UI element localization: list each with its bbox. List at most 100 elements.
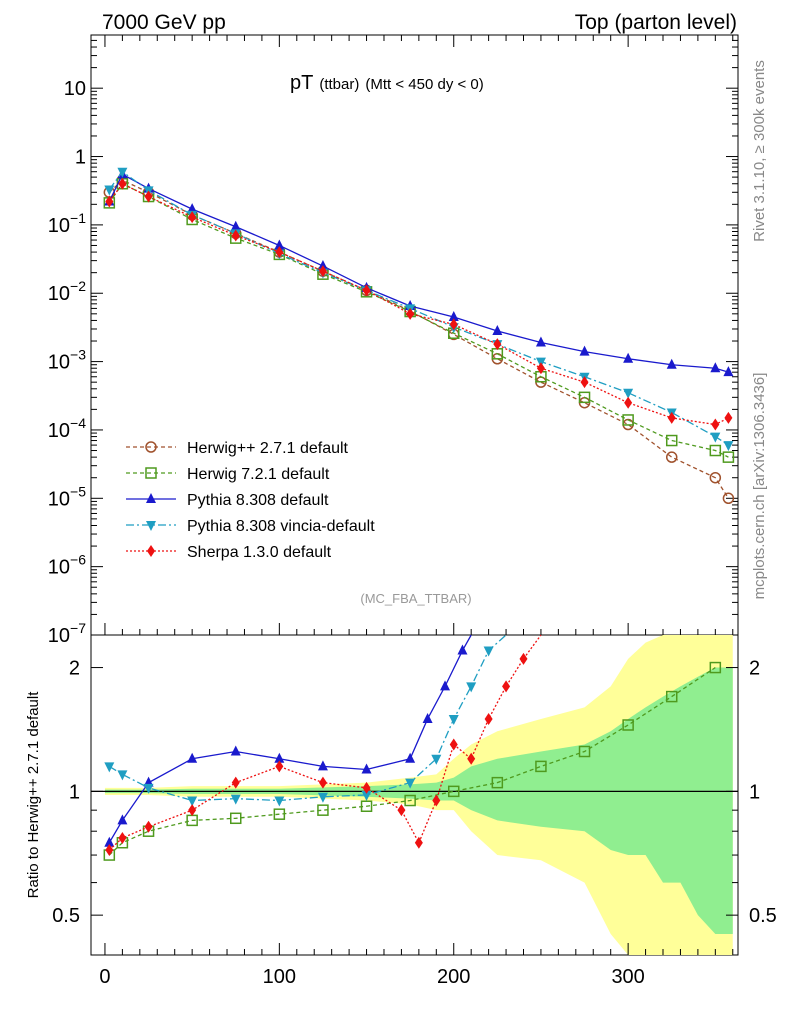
pythia-ratio-line [108, 634, 472, 844]
pythia-ratio-point [422, 712, 433, 723]
sherpa-main-point [362, 284, 371, 297]
herwig7-ratio-point [229, 812, 242, 825]
pythia-ratio-point [405, 752, 416, 763]
main-ytick-label: 10−3 [48, 347, 86, 374]
main-ytick-base: 10 [48, 488, 70, 510]
main-ytick-base: 10 [48, 283, 70, 305]
legend-label-sherpa: Sherpa 1.3.0 default [187, 544, 332, 561]
sherpa-main-point [580, 376, 589, 389]
vincia-ratio-point [187, 796, 198, 807]
herwig7-main-line [108, 182, 729, 458]
sherpa-main-point [105, 195, 114, 208]
main-ytick-label: 10−4 [48, 415, 86, 442]
ratio-xtick-label: 100 [263, 966, 296, 988]
legend-marker-vincia [146, 521, 156, 531]
main-title-cond: (Mtt < 450 dy < 0) [365, 76, 483, 93]
sherpa-main-point [231, 229, 240, 242]
pythia-main-point [666, 358, 677, 369]
green-band [104, 667, 733, 934]
pythia-main-point [710, 362, 721, 373]
header-right: Top (parton level) [575, 11, 737, 34]
legend-marker-herwigpp [145, 441, 157, 453]
sherpa-main-point [188, 211, 197, 224]
sherpa-main-point [493, 338, 502, 351]
ratio-ticks: 0.5 0.5 1 1 2 2 0 100 200 300 [52, 658, 777, 988]
legend-label-vincia: Pythia 8.308 vincia-default [187, 518, 375, 535]
sherpa-main-point [144, 190, 153, 203]
watermark: (MC_FBA_TTBAR) [360, 591, 471, 606]
herwig7-main-point [709, 444, 722, 457]
herwig7-ratio-line [108, 667, 716, 856]
vincia-ratio-line [108, 634, 507, 802]
main-title-pt: pT [290, 72, 313, 94]
sherpa-main-point [536, 362, 545, 375]
ratio-series-group [103, 634, 722, 861]
herwig7-main-point [578, 391, 591, 404]
sherpa-ratio-point [105, 844, 114, 857]
ratio-ytick-label: 1 [69, 781, 80, 803]
pythia-ratio-point [187, 752, 198, 763]
herwigpp-main-point [665, 451, 678, 463]
vincia-ratio-point [117, 770, 128, 781]
vincia-ratio-point [274, 796, 285, 807]
herwig7-ratio-point [360, 800, 373, 812]
ratio-ytick-label: 0.5 [52, 905, 80, 927]
sherpa-ratio-point [519, 652, 528, 665]
legend: Herwig++ 2.7.1 default Herwig 7.2.1 defau… [126, 440, 375, 561]
main-ytick-exp: −3 [70, 347, 86, 363]
main-series-group [103, 167, 735, 505]
sherpa-main-point [449, 318, 458, 331]
legend-marker-herwig7 [145, 467, 157, 479]
ratio-panel: 0.5 0.5 1 1 2 2 0 100 200 300 Ratio to Herwig++ 2… [25, 634, 777, 988]
sherpa-ratio-point [467, 752, 476, 765]
sherpa-ratio-point [414, 836, 423, 849]
sherpa-ratio-point [502, 680, 511, 693]
header-left: 7000 GeV pp [102, 11, 226, 34]
main-ytick-label: 10−2 [48, 278, 86, 305]
ratio-xtick-label: 300 [611, 966, 644, 988]
sherpa-ratio-point [484, 712, 493, 725]
pythia-ratio-point [117, 814, 128, 825]
herwig7-main-point [665, 434, 678, 447]
legend-label-herwigpp: Herwig++ 2.7.1 default [187, 440, 349, 457]
legend-marker-sherpa [147, 545, 155, 557]
main-ytick-label: 1 [75, 147, 86, 169]
pythia-main-point [274, 239, 285, 250]
herwig7-ratio-point [709, 661, 722, 674]
pythia-main-point [535, 336, 546, 347]
herwig7-ratio-point [578, 745, 591, 758]
pythia-main-point [230, 220, 241, 231]
main-ytick-label: 10 [64, 78, 86, 100]
ratio-bands [91, 635, 738, 955]
ratio-ytick-label: 2 [69, 658, 80, 680]
sherpa-ratio-point [318, 776, 327, 789]
main-title: pT (ttbar) (Mtt < 450 dy < 0) [290, 72, 484, 94]
herwig7-ratio-point [535, 760, 547, 773]
main-ytick-exp: −5 [70, 483, 86, 499]
ratio-xtick-label: 0 [99, 966, 110, 988]
vincia-main-point [104, 185, 115, 196]
main-ytick-exp: −7 [70, 620, 86, 636]
vincia-main-point [710, 432, 721, 443]
pythia-ratio-point [274, 752, 285, 763]
vincia-ratio-point [431, 754, 442, 765]
sherpa-ratio-point [397, 804, 406, 817]
pythia-main-point [723, 366, 734, 377]
vincia-ratio-point [230, 794, 241, 805]
main-ytick-base: 10 [48, 352, 70, 374]
sherpa-main-point [275, 246, 284, 259]
sherpa-ratio-point [362, 781, 371, 794]
herwig7-main-point [722, 451, 735, 463]
main-ytick-base: 10 [48, 557, 70, 579]
sherpa-main-point [724, 411, 733, 424]
herwig7-ratio-point [404, 794, 416, 807]
sherpa-main-point [406, 307, 415, 320]
pythia-ratio-point [230, 745, 241, 756]
ratio-ytick-label-right: 2 [749, 658, 760, 680]
main-ytick-exp: −6 [70, 552, 86, 568]
herwigpp-main-point [709, 471, 722, 484]
ratio-ytick-label-right: 1 [749, 781, 760, 803]
main-ytick-base: 10 [48, 625, 70, 647]
